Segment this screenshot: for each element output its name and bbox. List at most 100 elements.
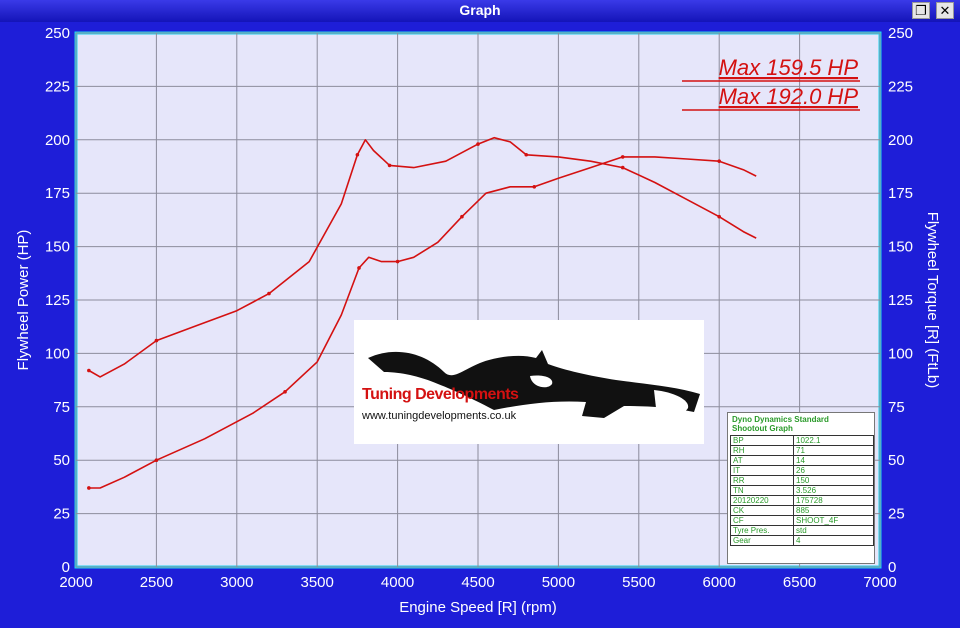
y2-tick-label: 0 (888, 559, 896, 576)
info-key: RR (730, 475, 794, 486)
x-tick-label: 5500 (622, 574, 655, 591)
x-axis-label: Engine Speed [R] (rpm) (399, 599, 557, 616)
info-row: Tyre Pres. std (730, 525, 874, 536)
race-car-logo-icon (368, 350, 700, 418)
y2-axis-label: Flywheel Torque [R] (FtLb) (924, 212, 941, 388)
restore-window-icon[interactable]: ❐ (912, 2, 930, 19)
y-tick-label: 100 (45, 345, 70, 362)
info-key: TN (730, 485, 794, 496)
x-tick-label: 4500 (461, 574, 494, 591)
tuning-developments-logo: Tuning Developments www.tuningdevelopmen… (354, 320, 704, 444)
info-value: SHOOT_4F (793, 515, 874, 526)
data-point (87, 368, 91, 373)
y2-tick-label: 100 (888, 345, 913, 362)
dyno-info-box: Dyno Dynamics Standard Shootout Graph BP… (727, 412, 875, 564)
y-tick-label: 150 (45, 239, 70, 256)
data-point (460, 214, 464, 219)
info-key: 20120220 (730, 495, 794, 506)
info-row: Gear 4 (730, 535, 874, 546)
info-value: 175728 (793, 495, 874, 506)
info-row: AT 14 (730, 455, 874, 466)
data-point (476, 142, 480, 146)
y2-axis-ticks: 0 25 50 75 100 125 150 175 200 225 250 (888, 25, 913, 576)
info-value: 26 (793, 465, 874, 476)
y2-tick-label: 125 (888, 292, 913, 309)
torque-curve (88, 136, 757, 378)
data-point (620, 155, 625, 159)
info-value: 3.526 (793, 485, 874, 496)
data-point (717, 214, 721, 219)
info-row: TN 3.526 (730, 485, 874, 496)
y2-tick-label: 25 (888, 506, 905, 523)
y2-tick-label: 175 (888, 185, 913, 202)
power-curve (88, 156, 757, 489)
data-point (283, 390, 287, 394)
logo-url: www.tuningdevelopments.co.uk (362, 410, 517, 422)
y-tick-label: 0 (62, 559, 70, 576)
info-key: RH (730, 445, 794, 456)
info-key: CF (730, 515, 794, 526)
data-point (620, 165, 625, 170)
x-axis-ticks: 2000 2500 3000 3500 4000 4500 5000 5500 6000 6500… (59, 574, 896, 591)
info-row: 20120220 175728 (730, 495, 874, 506)
data-point (717, 159, 721, 163)
data-point (267, 291, 271, 296)
x-tick-label: 6000 (703, 574, 736, 591)
info-key: CK (730, 505, 794, 516)
max-torque-annotation: Max 192.0 HP (719, 84, 859, 109)
data-point (87, 486, 91, 490)
y-axis-ticks: 0 25 50 75 100 125 150 175 200 225 250 (45, 25, 70, 576)
data-point (532, 184, 537, 189)
info-value: 150 (793, 475, 874, 486)
y2-tick-label: 250 (888, 25, 913, 42)
info-value: 14 (793, 455, 874, 466)
info-value: 4 (793, 535, 874, 546)
window-title: Graph (459, 2, 501, 18)
info-value: 885 (793, 505, 874, 516)
info-table: BP 1022.1 RH 71 AT 14 IT 26 RR 150 TN 3.526 20120220… (730, 435, 874, 546)
x-tick-label: 3500 (301, 574, 334, 591)
info-row: BP 1022.1 (730, 435, 874, 446)
data-point (395, 259, 400, 264)
info-box-title: Dyno Dynamics Standard Shootout Graph (732, 415, 829, 433)
y2-tick-label: 200 (888, 132, 913, 149)
info-value: 71 (793, 445, 874, 456)
y2-tick-label: 150 (888, 239, 913, 256)
info-value: std (793, 525, 874, 536)
y-tick-label: 50 (53, 452, 70, 469)
y-tick-label: 25 (53, 506, 70, 523)
data-point (387, 163, 392, 168)
data-point (355, 152, 360, 157)
y-tick-label: 75 (53, 399, 70, 416)
x-tick-label: 4000 (381, 574, 414, 591)
close-icon[interactable]: ✕ (936, 2, 954, 19)
y-tick-label: 200 (45, 132, 70, 149)
x-tick-label: 2000 (59, 574, 92, 591)
info-row: RH 71 (730, 445, 874, 456)
x-tick-label: 2500 (140, 574, 173, 591)
info-row: CK 885 (730, 505, 874, 516)
y-tick-label: 225 (45, 78, 70, 95)
data-point (154, 338, 159, 343)
x-tick-label: 6500 (783, 574, 816, 591)
info-row: RR 150 (730, 475, 874, 486)
x-tick-label: 5000 (542, 574, 575, 591)
max-power-annotation: Max 159.5 HP (719, 55, 859, 80)
x-tick-label: 3000 (220, 574, 253, 591)
y-axis-label: Flywheel Power (HP) (15, 230, 32, 371)
logo-name: Tuning Developments (362, 386, 519, 403)
info-key: IT (730, 465, 794, 476)
y2-tick-label: 50 (888, 452, 905, 469)
data-point (154, 458, 159, 463)
title-bar[interactable]: Graph ❐ ✕ (0, 0, 960, 22)
y2-tick-label: 225 (888, 78, 913, 95)
data-point (524, 152, 529, 157)
info-row: IT 26 (730, 465, 874, 476)
y-tick-label: 175 (45, 185, 70, 202)
y2-tick-label: 75 (888, 399, 905, 416)
data-point (357, 266, 361, 270)
info-key: Gear (730, 535, 794, 546)
curves (87, 136, 757, 490)
info-key: BP (730, 435, 794, 446)
